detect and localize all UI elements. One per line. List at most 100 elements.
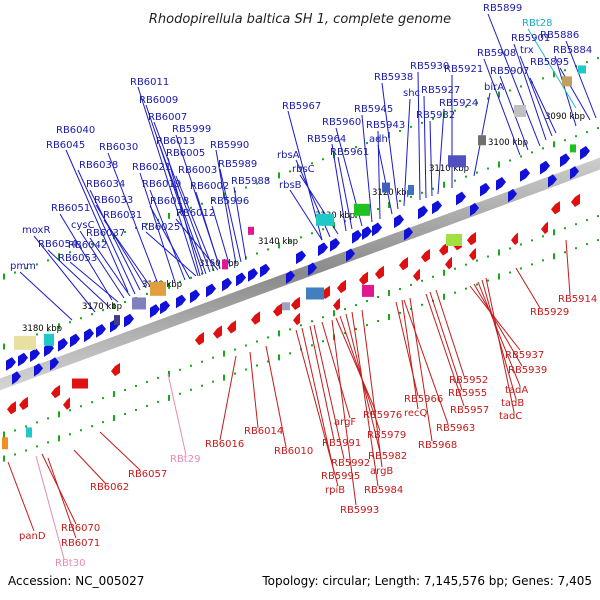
genome-backbone bbox=[0, 157, 600, 391]
track-dot bbox=[36, 333, 38, 336]
leader-line bbox=[483, 58, 521, 156]
forward-gene-labels: RB5899 RBt28 RB5901 RB5886 RB5908 trx RB… bbox=[10, 3, 592, 272]
leader-line bbox=[401, 299, 419, 410]
forward-gene-arrow bbox=[394, 214, 404, 229]
leader-line bbox=[425, 293, 465, 407]
gene-label: pmm bbox=[10, 261, 36, 272]
track-dot bbox=[223, 374, 225, 381]
track-dot bbox=[553, 229, 555, 236]
track-dot bbox=[168, 370, 170, 377]
leader-line bbox=[89, 237, 131, 297]
track-dot bbox=[25, 267, 27, 270]
track-dot bbox=[179, 210, 181, 213]
track-dot bbox=[234, 260, 236, 263]
gene-block bbox=[222, 259, 228, 270]
track-dot bbox=[333, 310, 335, 317]
track-dot bbox=[388, 313, 390, 320]
track-dot bbox=[190, 206, 192, 209]
track-dot bbox=[168, 212, 170, 219]
track-dot bbox=[443, 181, 445, 188]
gene-label: RB5967 bbox=[282, 101, 321, 112]
forward-gene-arrow bbox=[346, 248, 355, 262]
leader-line bbox=[289, 189, 323, 241]
track-dot bbox=[377, 208, 379, 211]
leader-line bbox=[99, 431, 141, 471]
gene-block bbox=[132, 297, 146, 310]
track-dot bbox=[113, 391, 115, 398]
gene-label: RB5966 bbox=[404, 394, 443, 405]
gene-label: RB5976 bbox=[363, 410, 402, 421]
gene-label: birA bbox=[484, 82, 504, 93]
gene-label: rpiB bbox=[325, 485, 345, 496]
track-dot bbox=[47, 417, 49, 420]
leader-line bbox=[77, 169, 136, 295]
gene-label: rbsB bbox=[279, 180, 302, 191]
gene-label: RB5938 bbox=[374, 72, 413, 83]
leader-line bbox=[19, 271, 73, 321]
track-dot bbox=[102, 239, 104, 242]
gene-block bbox=[354, 203, 370, 216]
track-dot bbox=[3, 273, 5, 280]
track-dot bbox=[355, 328, 357, 331]
track-dot bbox=[289, 240, 291, 243]
gene-label: tadB bbox=[501, 398, 524, 409]
gene-label: RB6019 bbox=[142, 179, 181, 190]
map-title: Rhodopirellula baltica SH 1, complete ge… bbox=[149, 12, 451, 27]
gene-label: RB6013 bbox=[156, 136, 195, 147]
track-dot bbox=[113, 233, 115, 240]
track-dot bbox=[586, 219, 588, 222]
gene-label: RB6053 bbox=[58, 253, 97, 264]
gene-label: adh bbox=[369, 134, 388, 145]
gene-label: RB5927 bbox=[421, 85, 460, 96]
gene-label: RB6030 bbox=[99, 142, 138, 153]
forward-gene-arrow bbox=[570, 166, 579, 180]
gene-label: RB6012 bbox=[176, 208, 215, 219]
forward-gene-arrow bbox=[330, 237, 340, 252]
forward-gene-arrow bbox=[352, 229, 362, 244]
track-dot bbox=[102, 309, 104, 312]
gene-label: RB6025 bbox=[141, 222, 180, 233]
leader-line bbox=[89, 189, 141, 291]
forward-gene-arrow bbox=[372, 222, 382, 237]
track-dot bbox=[498, 249, 500, 256]
gene-label: RB5996 bbox=[210, 196, 249, 207]
track-dot bbox=[58, 253, 60, 260]
gene-label: RB5968 bbox=[418, 440, 457, 451]
leader-line bbox=[175, 134, 221, 269]
gene-label: RB6010 bbox=[274, 446, 313, 457]
track-dot bbox=[476, 101, 478, 104]
track-dot bbox=[157, 376, 159, 379]
track-dot bbox=[344, 150, 346, 153]
track-dot bbox=[58, 323, 60, 330]
gene-label: RB5963 bbox=[436, 423, 475, 434]
gene-label: moxR bbox=[22, 225, 50, 236]
gene-label: RB5884 bbox=[553, 45, 592, 56]
track-dot bbox=[377, 296, 379, 299]
leader-line bbox=[513, 43, 547, 141]
track-dot bbox=[465, 175, 467, 178]
track-dot bbox=[476, 259, 478, 262]
gene-block bbox=[114, 315, 120, 326]
track-dot bbox=[597, 239, 599, 242]
gene-label: RB6062 bbox=[90, 482, 129, 493]
forward-gene-arrow bbox=[318, 242, 328, 257]
gene-label: RB6054 bbox=[38, 239, 77, 250]
track-dot bbox=[146, 292, 148, 295]
gene-block bbox=[446, 234, 462, 247]
gene-label: RB5964 bbox=[307, 134, 346, 145]
leader-line bbox=[47, 457, 77, 539]
track-dot bbox=[289, 328, 291, 331]
track-dot bbox=[47, 329, 49, 332]
forward-gene-arrow bbox=[432, 200, 442, 215]
gene-block bbox=[150, 281, 166, 296]
track-dot bbox=[344, 332, 346, 335]
track-dot bbox=[245, 186, 247, 189]
forward-gene-arrow bbox=[404, 227, 413, 241]
leader-line bbox=[313, 324, 345, 460]
track-dot bbox=[234, 372, 236, 375]
leader-line bbox=[73, 449, 107, 485]
gene-label: RB5952 bbox=[449, 375, 488, 386]
leader-line bbox=[107, 152, 159, 285]
track-dot bbox=[25, 449, 27, 452]
track-dot bbox=[91, 313, 93, 316]
